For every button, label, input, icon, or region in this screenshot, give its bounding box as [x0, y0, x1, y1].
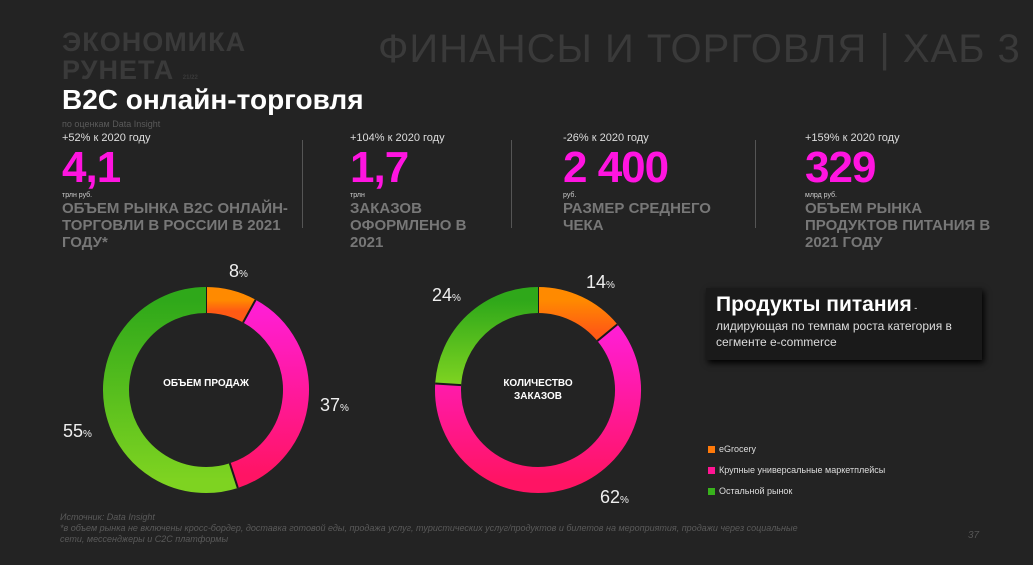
donut-slice-остальной [103, 287, 238, 493]
page-number: 37 [968, 530, 980, 541]
callout-food: Продукты питания - лидирующая по темпам … [706, 288, 982, 360]
label-orders-marketplaces: 62% [600, 487, 629, 507]
legend-item: Остальной рынок [708, 486, 885, 497]
donut-slice-egrocery [205, 287, 256, 323]
divider [302, 140, 303, 228]
slice-separator [228, 462, 239, 489]
donut-slice-остальной [435, 287, 539, 386]
label-orders-egrocery: 14% [586, 272, 615, 292]
label-sales-marketplaces: 37% [320, 395, 349, 415]
stat-market-volume: +52% к 2020 году 4,1 трлн руб. ОБЪЕМ РЫНКА … [62, 132, 288, 251]
donut-slice-крупные [435, 324, 641, 493]
source-note: по оценкам Data Insight [62, 119, 161, 129]
page-title: B2C онлайн-торговля [62, 84, 364, 115]
legend-item: eGrocery [708, 444, 885, 455]
donut-title-orders: КОЛИЧЕСТВО ЗАКАЗОВ [503, 378, 573, 402]
stat-avg-check: -26% к 2020 году 2 400 руб. РАЗМЕР СРЕДНЕГО… [563, 132, 711, 234]
legend-item: Крупные универсальные маркетплейсы [708, 465, 885, 476]
hub-title: ФИНАНСЫ И ТОРГОВЛЯ | ХАБ 3 [378, 27, 1021, 71]
slice-separator [435, 382, 462, 387]
divider [511, 140, 512, 228]
donut-title-sales: ОБЪЕМ ПРОДАЖ [163, 378, 249, 389]
donut-slice-egrocery [537, 287, 618, 342]
label-sales-other: 55% [63, 421, 92, 441]
stat-food-market: +159% к 2020 году 329 млрд руб. ОБЪЕМ РЫНКА… [805, 132, 991, 251]
legend: eGrocery Крупные универсальные маркетпле… [708, 444, 885, 507]
donut-slice-крупные [229, 299, 309, 488]
divider [755, 140, 756, 228]
slice-separator [242, 299, 257, 324]
slice-separator [596, 323, 619, 342]
label-sales-egrocery: 8% [229, 261, 248, 281]
label-orders-other: 24% [432, 285, 461, 305]
logo: ЭКОНОМИКА РУНЕТА 21/22 [62, 27, 247, 85]
footer: Источник: Data Insight *в объем рынка не … [60, 512, 798, 544]
stat-orders: +104% к 2020 году 1,7 трлн ЗАКАЗОВ ОФОРМЛЕН… [350, 132, 467, 251]
